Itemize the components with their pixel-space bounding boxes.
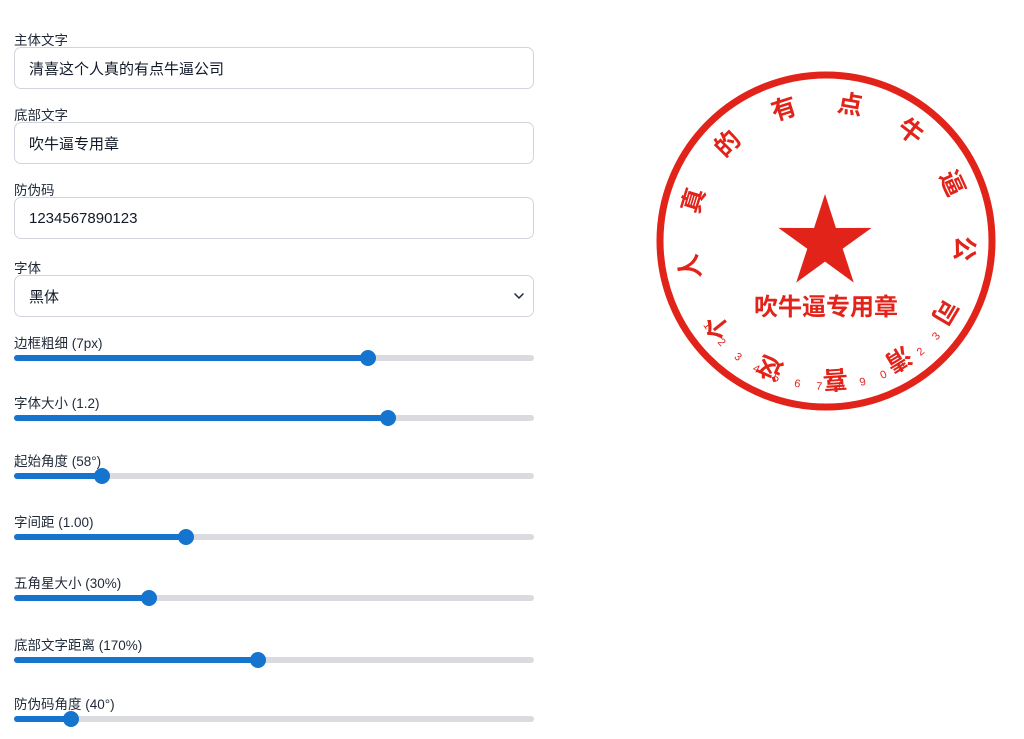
- svg-text:2: 2: [915, 345, 927, 358]
- svg-text:公: 公: [947, 235, 984, 262]
- svg-text:点: 点: [835, 83, 866, 123]
- svg-text:3: 3: [732, 351, 744, 364]
- svg-text:6: 6: [793, 378, 801, 391]
- svg-text:3: 3: [930, 330, 943, 342]
- svg-text:有: 有: [766, 87, 801, 129]
- svg-text:喜: 喜: [822, 362, 849, 400]
- svg-text:逼: 逼: [932, 164, 975, 202]
- svg-text:的: 的: [705, 121, 748, 164]
- svg-text:7: 7: [816, 381, 823, 393]
- svg-text:个: 个: [694, 307, 738, 349]
- svg-text:牛: 牛: [891, 108, 933, 152]
- svg-text:真: 真: [671, 183, 713, 217]
- svg-text:这: 这: [751, 347, 788, 390]
- svg-text:司: 司: [924, 293, 968, 333]
- svg-text:0: 0: [878, 368, 888, 381]
- svg-text:人: 人: [668, 251, 708, 282]
- svg-text:9: 9: [858, 376, 867, 389]
- svg-text:吹牛逼专用章: 吹牛逼专用章: [754, 287, 898, 322]
